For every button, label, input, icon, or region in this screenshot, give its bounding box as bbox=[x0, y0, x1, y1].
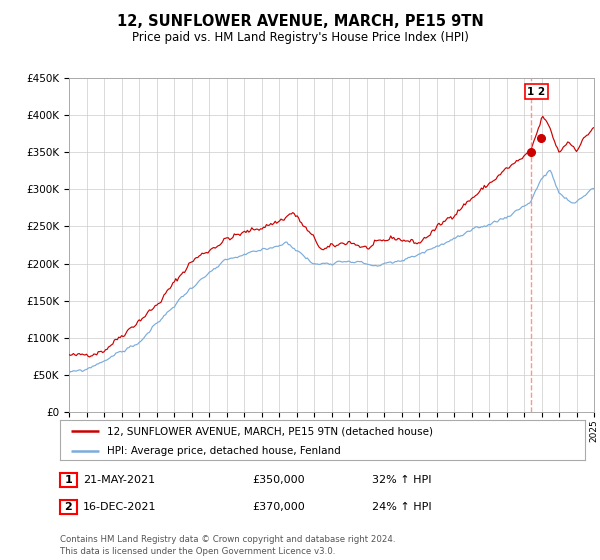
Text: 12, SUNFLOWER AVENUE, MARCH, PE15 9TN (detached house): 12, SUNFLOWER AVENUE, MARCH, PE15 9TN (d… bbox=[107, 426, 433, 436]
Text: Price paid vs. HM Land Registry's House Price Index (HPI): Price paid vs. HM Land Registry's House … bbox=[131, 31, 469, 44]
Text: HPI: Average price, detached house, Fenland: HPI: Average price, detached house, Fenl… bbox=[107, 446, 341, 456]
Text: 32% ↑ HPI: 32% ↑ HPI bbox=[372, 475, 431, 485]
Text: £370,000: £370,000 bbox=[252, 502, 305, 512]
Text: 1: 1 bbox=[65, 475, 72, 485]
Text: 24% ↑ HPI: 24% ↑ HPI bbox=[372, 502, 431, 512]
Text: 16-DEC-2021: 16-DEC-2021 bbox=[83, 502, 156, 512]
Text: 21-MAY-2021: 21-MAY-2021 bbox=[83, 475, 155, 485]
Text: Contains HM Land Registry data © Crown copyright and database right 2024.
This d: Contains HM Land Registry data © Crown c… bbox=[60, 535, 395, 556]
Text: 12, SUNFLOWER AVENUE, MARCH, PE15 9TN: 12, SUNFLOWER AVENUE, MARCH, PE15 9TN bbox=[116, 14, 484, 29]
Text: 1 2: 1 2 bbox=[527, 87, 545, 97]
Text: £350,000: £350,000 bbox=[252, 475, 305, 485]
Text: 2: 2 bbox=[65, 502, 72, 512]
